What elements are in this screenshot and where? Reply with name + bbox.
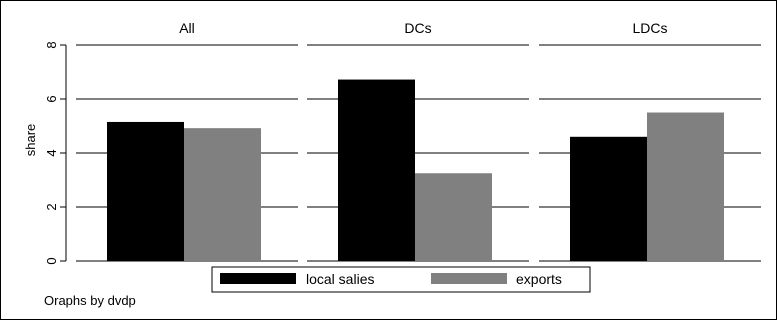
bar-all-1 [184, 128, 261, 261]
y-tick-label: 8 [44, 41, 59, 48]
legend-label: local salies [306, 271, 374, 287]
bar-ldcs-1 [647, 112, 724, 261]
y-tick-label: 4 [44, 149, 59, 156]
y-tick-label: 2 [44, 203, 59, 210]
graph-note: Oraphs by dvdp [44, 293, 136, 308]
y-tick-label: 6 [44, 95, 59, 102]
bar-dcs-1 [415, 173, 492, 261]
legend-swatch [431, 273, 507, 284]
legend-swatch [220, 273, 296, 284]
bar-ldcs-0 [570, 136, 647, 261]
bar-all-0 [107, 121, 184, 261]
bar-dcs-0 [338, 79, 415, 261]
panel-title: DCs [404, 20, 431, 36]
y-axis-title: share [23, 124, 38, 157]
panel-title: All [179, 20, 195, 36]
panel-title: LDCs [632, 20, 667, 36]
y-tick-label: 0 [44, 257, 59, 264]
legend-label: exports [516, 271, 562, 287]
